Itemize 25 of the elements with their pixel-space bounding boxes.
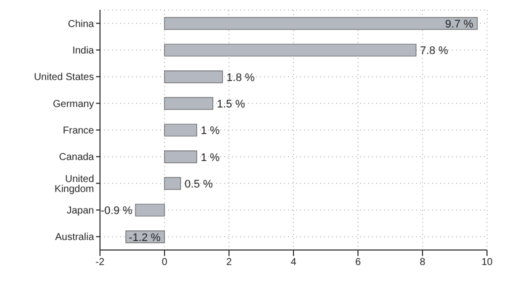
data-label: 1 % <box>200 125 220 138</box>
data-label: 7.8 % <box>420 45 448 58</box>
data-label: 0.5 % <box>184 178 213 190</box>
x-tick-label: 4 <box>290 257 297 268</box>
x-tick-label: 2 <box>226 257 232 268</box>
y-tick-label: United States <box>34 72 94 84</box>
x-tick-label: 8 <box>420 257 426 268</box>
data-label: -1.2 % <box>128 232 161 244</box>
y-tick-label: United Kingdom <box>54 174 94 195</box>
data-label: 1.8 % <box>226 72 255 84</box>
y-tick-label: France <box>62 126 94 137</box>
y-tick-label: Germany <box>52 98 94 110</box>
x-tick-label: 6 <box>355 257 362 268</box>
y-tick-label: China <box>68 18 94 30</box>
data-label: 1 % <box>200 152 220 164</box>
x-tick-label: -2 <box>96 257 105 268</box>
x-tick-label: 10 <box>481 257 493 268</box>
y-tick-label: India <box>72 46 94 57</box>
data-label: 1.5 % <box>216 98 246 110</box>
y-tick-label: Australia <box>55 232 94 244</box>
y-tick-label: Canada <box>58 152 94 164</box>
y-tick-label: Japan <box>66 206 94 217</box>
data-label: -0.9 % <box>100 205 133 218</box>
x-tick-label: 0 <box>162 257 168 268</box>
data-label: 9.7 % <box>445 18 474 30</box>
